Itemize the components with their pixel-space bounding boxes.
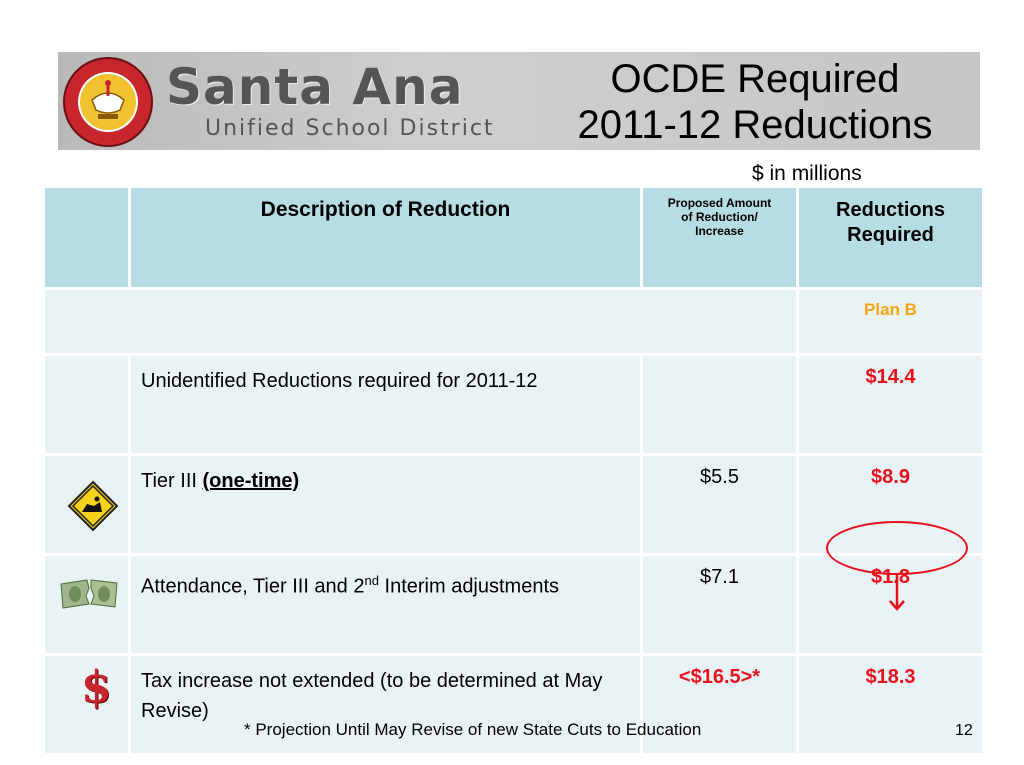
row-icon-cell: $ — [42, 653, 131, 756]
footnote: * Projection Until May Revise of new Sta… — [244, 720, 702, 739]
row-description: Unidentified Reductions required for 201… — [128, 353, 643, 456]
row-description-text: Attendance, Tier III and 2 — [141, 575, 365, 598]
plan-row: Plan B — [42, 287, 985, 356]
row-proposed: $7.1 — [640, 553, 799, 656]
table-row: Attendance, Tier III and 2nd Interim adj… — [42, 553, 985, 656]
header-proposed-line-1: Proposed Amount — [667, 196, 772, 210]
down-arrow-icon — [889, 574, 905, 611]
header-required: Reductions Required — [796, 185, 985, 290]
table-header-row: Description of Reduction Proposed Amount… — [42, 185, 985, 290]
units-note: $ in millions — [752, 162, 862, 185]
table-row: $ Tax increase not extended (to be deter… — [42, 653, 985, 756]
highlight-oval — [826, 521, 968, 575]
row-icon-cell — [42, 553, 131, 656]
header-banner — [58, 52, 980, 150]
row-description-emphasis: (one-time) — [202, 470, 300, 492]
row-description-text: Tier III — [141, 470, 203, 492]
district-seal-icon — [63, 57, 153, 147]
page-number: 12 — [955, 722, 973, 739]
row-description: Tax increase not extended (to be determi… — [128, 653, 643, 756]
title-line-1: OCDE Required — [610, 57, 900, 101]
header-icon-cell — [42, 185, 131, 290]
slide-title: OCDE Required 2011-12 Reductions — [530, 56, 980, 148]
header-proposed-line-2: of Reduction/ — [681, 210, 758, 224]
row-proposed: <$16.5>* — [640, 653, 799, 756]
reductions-table: Description of Reduction Proposed Amount… — [42, 185, 985, 756]
row-description-text-end: Interim adjustments — [378, 575, 560, 598]
row-description: Tier III (one-time) — [128, 453, 643, 556]
header-proposed-line-3: Increase — [695, 224, 744, 238]
district-logo-subtitle: Unified School District — [205, 116, 495, 141]
row-proposed: $5.5 — [640, 453, 799, 556]
row-required: $18.3 — [796, 653, 985, 756]
title-line-2: 2011-12 Reductions — [577, 103, 933, 147]
header-description: Description of Reduction — [128, 185, 643, 290]
row-proposed — [640, 353, 799, 456]
table-row: Unidentified Reductions required for 201… — [42, 353, 985, 456]
header-required-line-2: Required — [847, 224, 934, 246]
row-required: $14.4 — [796, 353, 985, 456]
dollar-sign-icon: $ — [81, 662, 112, 713]
district-logo-name: Santa Ana — [166, 58, 464, 116]
row-icon-cell — [42, 453, 131, 556]
header-required-line-1: Reductions — [836, 199, 945, 221]
row-description: Attendance, Tier III and 2nd Interim adj… — [128, 553, 643, 656]
header-proposed: Proposed Amount of Reduction/ Increase — [640, 185, 799, 290]
slippery-road-sign-icon — [67, 480, 119, 532]
plan-b-label: Plan B — [796, 287, 985, 356]
row-description-superscript: nd — [364, 573, 379, 588]
row-icon-cell — [42, 353, 131, 456]
torn-dollar-bill-icon — [60, 579, 118, 609]
plan-row-spacer — [42, 287, 799, 356]
